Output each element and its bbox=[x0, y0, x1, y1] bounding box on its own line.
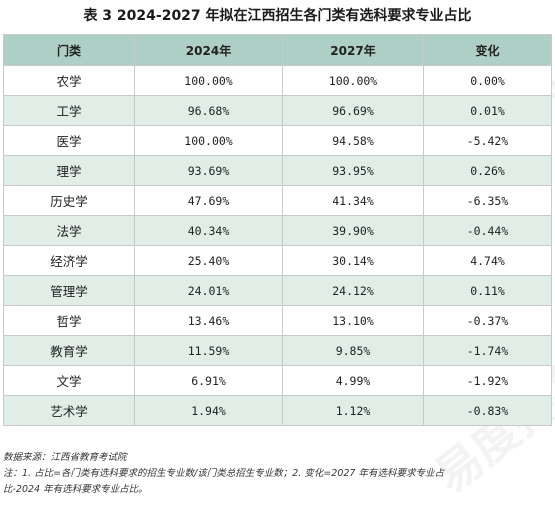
table-row: 管理学 24.01% 24.12% 0.11% bbox=[3, 275, 552, 306]
table-row: 工学 96.68% 96.69% 0.01% bbox=[3, 95, 552, 126]
value-2024-cell: 6.91% bbox=[134, 365, 283, 396]
category-cell: 理学 bbox=[3, 155, 135, 186]
category-cell: 教育学 bbox=[3, 335, 135, 366]
data-table: 门类 2024年 2027年 变化 农学 100.00% 100.00% 0.0… bbox=[3, 34, 552, 426]
table-row: 教育学 11.59% 9.85% -1.74% bbox=[3, 335, 552, 366]
value-2024-cell: 100.00% bbox=[134, 125, 283, 156]
column-header-category: 门类 bbox=[3, 34, 135, 66]
value-2027-cell: 24.12% bbox=[282, 275, 424, 306]
table-notes: 数据来源：江西省教育考试院 注：1. 占比=各门类有选科要求的招生专业数/该门类… bbox=[3, 450, 551, 498]
category-cell: 经济学 bbox=[3, 245, 135, 276]
value-2027-cell: 94.58% bbox=[282, 125, 424, 156]
category-cell: 艺术学 bbox=[3, 395, 135, 426]
footnote-line: 注：1. 占比=各门类有选科要求的招生专业数/该门类总招生专业数；2. 变化=2… bbox=[3, 468, 444, 479]
value-2024-cell: 40.34% bbox=[134, 215, 283, 246]
category-cell: 哲学 bbox=[3, 305, 135, 336]
value-2027-cell: 13.10% bbox=[282, 305, 424, 336]
change-cell: 4.74% bbox=[423, 245, 552, 276]
value-2027-cell: 1.12% bbox=[282, 395, 424, 426]
category-cell: 管理学 bbox=[3, 275, 135, 306]
value-2027-cell: 30.14% bbox=[282, 245, 424, 276]
category-cell: 农学 bbox=[3, 65, 135, 96]
table-row: 经济学 25.40% 30.14% 4.74% bbox=[3, 245, 552, 276]
category-cell: 文学 bbox=[3, 365, 135, 396]
table-row: 艺术学 1.94% 1.12% -0.83% bbox=[3, 395, 552, 426]
value-2024-cell: 47.69% bbox=[134, 185, 283, 216]
change-cell: -0.37% bbox=[423, 305, 552, 336]
category-cell: 工学 bbox=[3, 95, 135, 126]
table-row: 文学 6.91% 4.99% -1.92% bbox=[3, 365, 552, 396]
value-2024-cell: 13.46% bbox=[134, 305, 283, 336]
value-2027-cell: 100.00% bbox=[282, 65, 424, 96]
change-cell: -5.42% bbox=[423, 125, 552, 156]
value-2027-cell: 9.85% bbox=[282, 335, 424, 366]
value-2024-cell: 1.94% bbox=[134, 395, 283, 426]
table-row: 历史学 47.69% 41.34% -6.35% bbox=[3, 185, 552, 216]
change-cell: 0.26% bbox=[423, 155, 552, 186]
category-cell: 法学 bbox=[3, 215, 135, 246]
column-header-2024: 2024年 bbox=[134, 34, 283, 66]
category-cell: 历史学 bbox=[3, 185, 135, 216]
table-title: 表 3 2024-2027 年拟在江西招生各门类有选科要求专业占比 bbox=[83, 8, 472, 24]
change-cell: 0.00% bbox=[423, 65, 552, 96]
table-row: 法学 40.34% 39.90% -0.44% bbox=[3, 215, 552, 246]
value-2027-cell: 4.99% bbox=[282, 365, 424, 396]
change-cell: -1.92% bbox=[423, 365, 552, 396]
value-2027-cell: 41.34% bbox=[282, 185, 424, 216]
value-2027-cell: 39.90% bbox=[282, 215, 424, 246]
data-source-note: 数据来源：江西省教育考试院 bbox=[3, 452, 127, 463]
change-cell: 0.01% bbox=[423, 95, 552, 126]
footnote-line: 比-2024 年有选科要求专业占比。 bbox=[3, 484, 148, 495]
table-row: 农学 100.00% 100.00% 0.00% bbox=[3, 65, 552, 96]
value-2024-cell: 96.68% bbox=[134, 95, 283, 126]
change-cell: 0.11% bbox=[423, 275, 552, 306]
change-cell: -6.35% bbox=[423, 185, 552, 216]
column-header-2027: 2027年 bbox=[282, 34, 424, 66]
header-row: 门类 2024年 2027年 变化 bbox=[3, 34, 552, 66]
column-header-change: 变化 bbox=[423, 34, 552, 66]
category-cell: 医学 bbox=[3, 125, 135, 156]
value-2027-cell: 96.69% bbox=[282, 95, 424, 126]
value-2024-cell: 93.69% bbox=[134, 155, 283, 186]
value-2024-cell: 100.00% bbox=[134, 65, 283, 96]
table-row: 理学 93.69% 93.95% 0.26% bbox=[3, 155, 552, 186]
change-cell: -0.83% bbox=[423, 395, 552, 426]
table-row: 医学 100.00% 94.58% -5.42% bbox=[3, 125, 552, 156]
value-2024-cell: 11.59% bbox=[134, 335, 283, 366]
value-2027-cell: 93.95% bbox=[282, 155, 424, 186]
change-cell: -1.74% bbox=[423, 335, 552, 366]
table-row: 哲学 13.46% 13.10% -0.37% bbox=[3, 305, 552, 336]
value-2024-cell: 25.40% bbox=[134, 245, 283, 276]
change-cell: -0.44% bbox=[423, 215, 552, 246]
value-2024-cell: 24.01% bbox=[134, 275, 283, 306]
